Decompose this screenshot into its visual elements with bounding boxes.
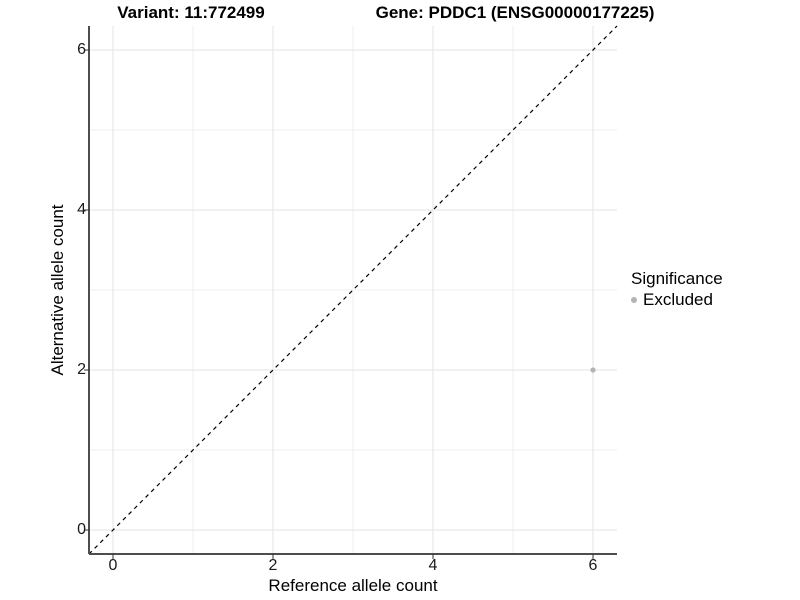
y-axis-title: Alternative allele count (48, 204, 67, 376)
legend-entry: Excluded (631, 290, 723, 310)
legend-key-dot-icon (631, 297, 637, 303)
x-tick-label: 2 (268, 557, 278, 574)
x-tick-label: 0 (108, 557, 118, 574)
data-point (590, 367, 596, 373)
plot-title-gene: Gene: PDDC1 (ENSG00000177225) (375, 3, 655, 22)
y-tick-label: 4 (77, 201, 86, 218)
x-tick-label: 4 (428, 557, 438, 574)
y-tick-label: 0 (77, 521, 86, 538)
legend: Significance Excluded (631, 269, 723, 310)
legend-entries: Excluded (631, 290, 723, 310)
plot-title-variant: Variant: 11:772499 (117, 3, 265, 22)
legend-title: Significance (631, 269, 723, 288)
y-tick-label: 2 (77, 361, 86, 378)
legend-entry-label: Excluded (643, 290, 713, 309)
x-tick-label: 6 (588, 557, 598, 574)
y-tick-label: 6 (77, 41, 86, 58)
x-axis-title: Reference allele count (268, 576, 438, 595)
